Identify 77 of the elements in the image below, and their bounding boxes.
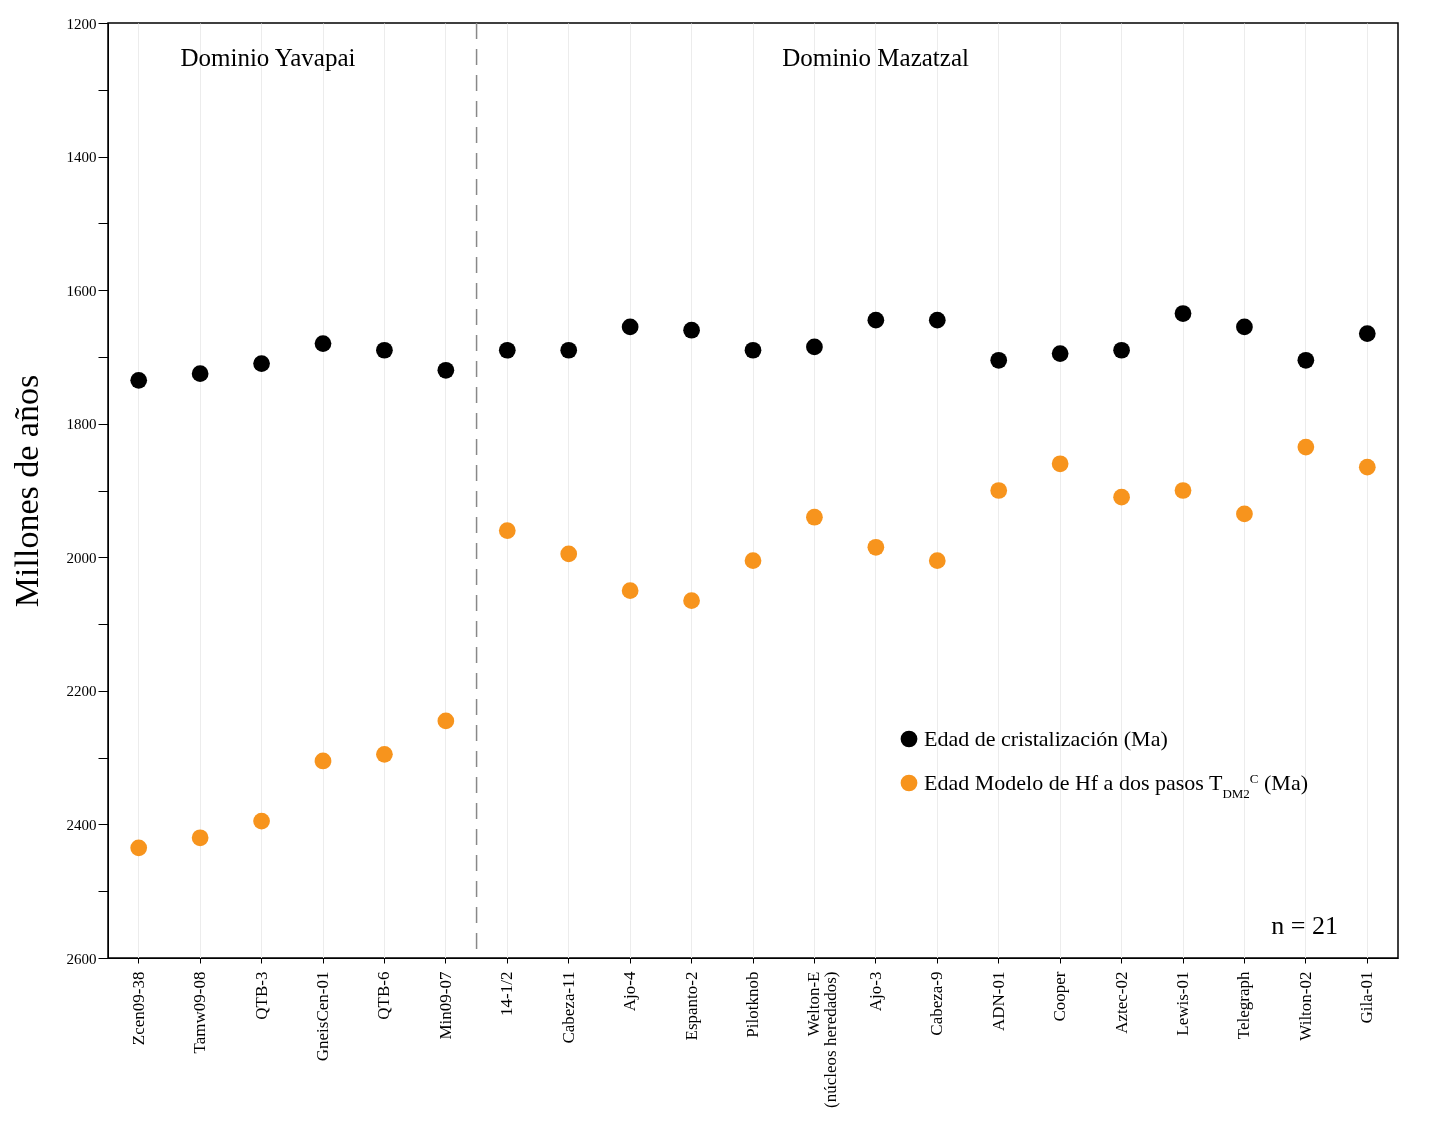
x-tick-label: 14-1/2 (497, 971, 517, 1016)
point (744, 341, 762, 359)
point (683, 592, 700, 610)
point (1236, 318, 1253, 336)
y-tick-label: 2600 (66, 950, 97, 967)
y-tick-label: 1800 (66, 416, 97, 433)
point (437, 712, 455, 730)
x-tick-label: Cooper (1050, 971, 1070, 1022)
point (1236, 505, 1253, 523)
point (376, 745, 393, 763)
x-tick-label: QTB-6 (374, 971, 394, 1020)
x-tick-label: Ajo-3 (865, 971, 885, 1012)
point (621, 318, 639, 336)
y-tick-label: 1400 (66, 149, 97, 166)
x-tick-label: Gila-01 (1357, 971, 1377, 1024)
point (1358, 325, 1376, 342)
point (1297, 438, 1315, 456)
y-tick-label: 2200 (66, 683, 97, 700)
point (314, 752, 332, 770)
point (806, 508, 823, 526)
point (253, 812, 270, 830)
x-tick-label: Pilotknob (743, 971, 762, 1038)
annotation: n = 21 (1271, 911, 1338, 940)
x-tick-label: GneisCen-01 (313, 971, 332, 1062)
point (1297, 351, 1315, 369)
point (928, 552, 946, 569)
point (1174, 482, 1192, 499)
point (683, 321, 700, 339)
point (990, 351, 1008, 369)
point (130, 371, 148, 389)
x-tick-label: Wilton-02 (1295, 971, 1315, 1041)
x-tick-label: Min09-07 (435, 971, 455, 1040)
legend-label: Edad Modelo de Hf a dos pasos T$_{DM2}$$^{C}$ (Ma) (924, 770, 1308, 801)
point (560, 341, 578, 359)
annotation: Dominio Mazatzal (782, 44, 969, 71)
x-tick-label: Tamw09-08 (190, 971, 210, 1054)
point (253, 355, 270, 372)
point (1174, 305, 1192, 322)
x-tick-label: Welton-E (núcleos heredados) (804, 971, 841, 1108)
point (130, 839, 148, 857)
x-tick-label: ADN-01 (988, 971, 1008, 1031)
x-tick-label: Aztec-02 (1111, 971, 1131, 1034)
point (621, 582, 639, 600)
x-tick-label: Cabeza-9 (927, 971, 947, 1036)
point (560, 545, 578, 563)
point (376, 341, 393, 359)
point (1051, 455, 1069, 473)
x-tick-label: Ajo-4 (620, 971, 640, 1012)
y-tick-label: 2400 (66, 816, 97, 833)
point (498, 341, 516, 359)
point (437, 361, 455, 379)
point (191, 365, 209, 382)
point (191, 829, 209, 847)
point (1113, 488, 1130, 506)
point (744, 552, 762, 569)
point (498, 522, 516, 539)
point (1051, 345, 1069, 362)
y-axis-title: Millones de años (7, 374, 45, 608)
point (867, 538, 885, 556)
point (867, 311, 885, 329)
legend-label: Edad de cristalización (Ma) (924, 726, 1168, 751)
x-tick-label: Telegraph (1234, 971, 1254, 1040)
y-tick-label: 1600 (66, 282, 97, 299)
annotation: Dominio Yavapai (180, 44, 356, 71)
point (1358, 458, 1376, 476)
x-tick-label: Espanto-2 (681, 971, 701, 1041)
x-tick-label: QTB-3 (251, 971, 271, 1020)
point (806, 338, 823, 356)
y-tick-label: 2000 (66, 549, 97, 566)
x-tick-label: Lewis-01 (1173, 971, 1192, 1036)
point (990, 482, 1008, 499)
y-tick-label: 1200 (66, 15, 97, 32)
x-tick-label: Cabeza-11 (558, 971, 578, 1044)
point (1113, 341, 1130, 359)
point (928, 311, 946, 329)
x-tick-label: Zcen09-38 (128, 971, 148, 1046)
point (314, 335, 332, 352)
